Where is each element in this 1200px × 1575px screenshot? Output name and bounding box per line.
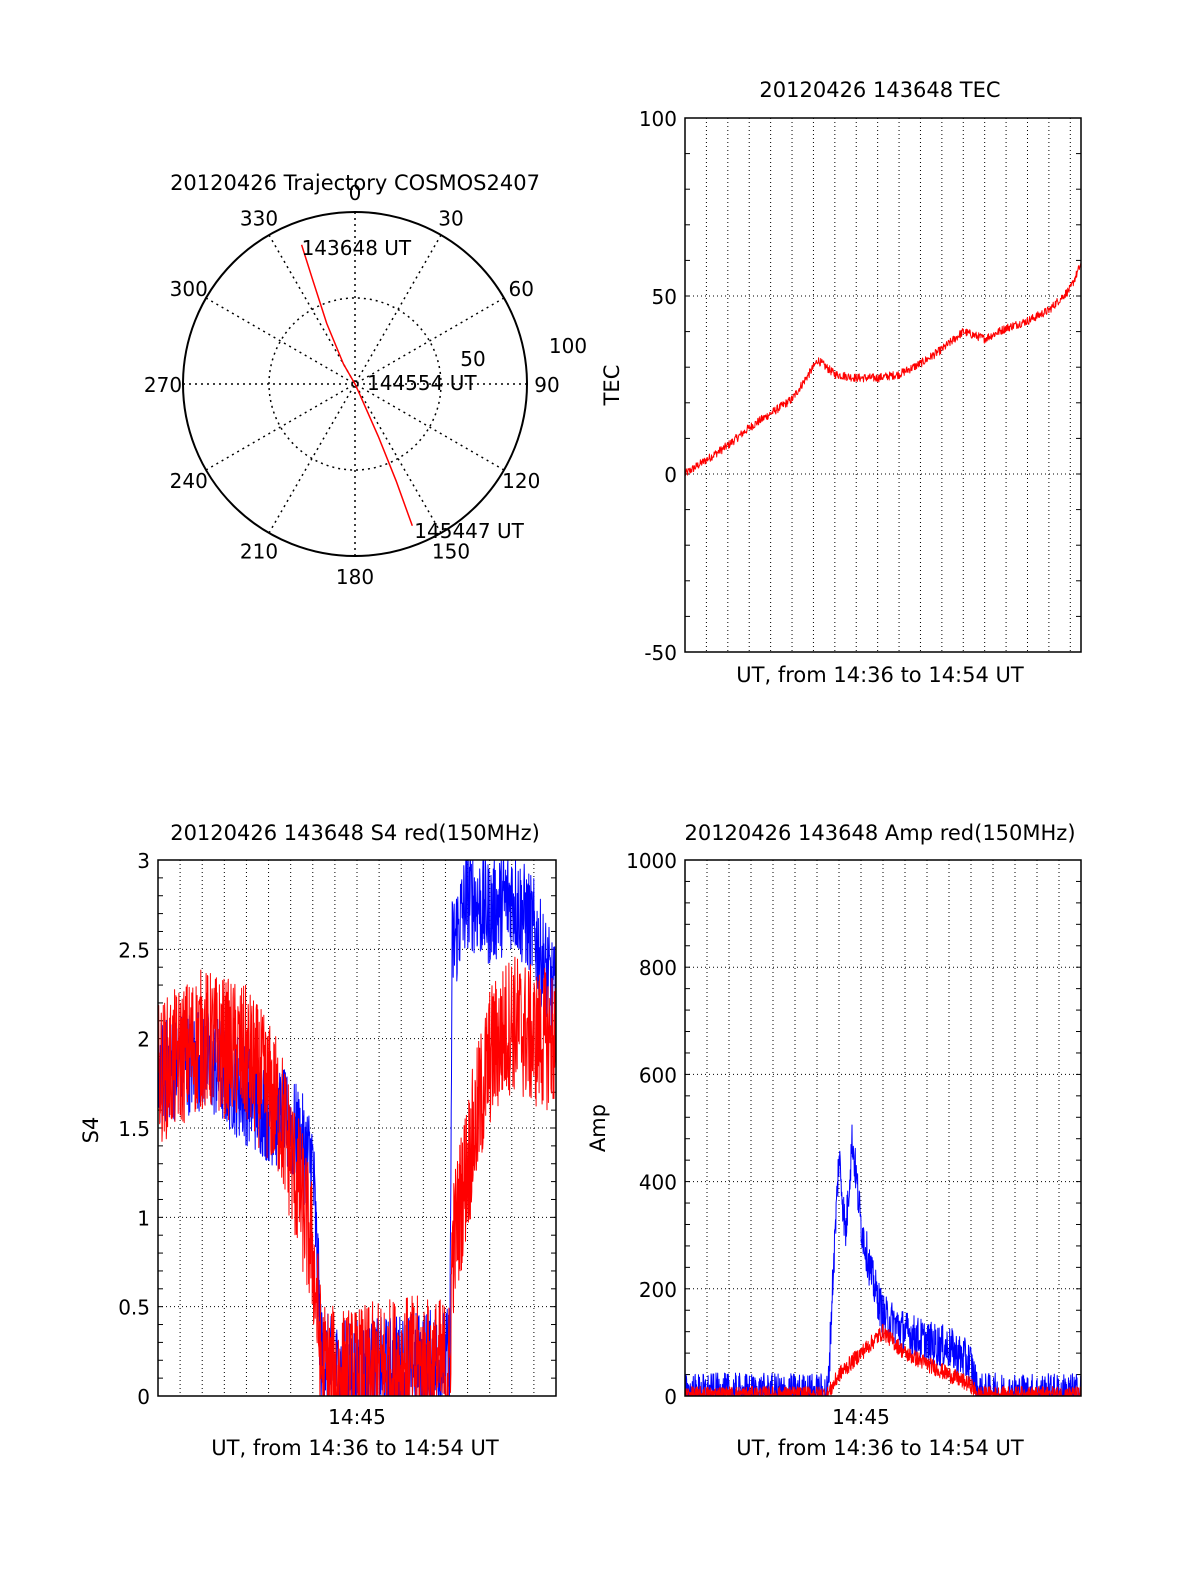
amp-xlabel: UT, from 14:36 to 14:54 UT	[736, 1436, 1024, 1460]
polar-angle-label: 270	[144, 373, 182, 397]
tec-ylabel: TEC	[600, 365, 624, 407]
y-tick-label: -50	[644, 641, 677, 665]
x-tick-label: 14:45	[328, 1405, 386, 1429]
plot-frame	[684, 117, 1082, 653]
y-tick-label: 1	[137, 1206, 150, 1230]
polar-trajectory-panel: 20120426 Trajectory COSMOS2407 0 30 60 90 12…	[144, 171, 587, 589]
y-tick-label: 600	[639, 1063, 677, 1087]
plot-frame	[157, 859, 557, 1397]
polar-angle-label: 330	[240, 207, 278, 231]
y-tick-label: 2	[137, 1028, 150, 1052]
y-tick-label: 100	[639, 107, 677, 131]
polar-radius-label: 100	[549, 334, 587, 358]
y-tick-label: 50	[652, 285, 677, 309]
polar-title: 20120426 Trajectory COSMOS2407	[170, 171, 540, 195]
x-tick-label: 14:45	[832, 1405, 890, 1429]
polar-angle-label: 300	[170, 277, 208, 301]
tec-xlabel: UT, from 14:36 to 14:54 UT	[736, 663, 1024, 687]
s4-plot-area: 0 0.5 1 1.5 2 2.5 3 14:45	[118, 849, 557, 1429]
s4-xlabel: UT, from 14:36 to 14:54 UT	[211, 1436, 499, 1460]
y-tick-label: 400	[639, 1171, 677, 1195]
y-tick-label: 0	[664, 463, 677, 487]
amp-ylabel: Amp	[586, 1104, 610, 1152]
y-tick-label: 800	[639, 956, 677, 980]
amp-panel: 20120426 143648 Amp red(150MHz) UT, from…	[586, 821, 1082, 1460]
polar-angle-label: 30	[438, 207, 463, 231]
polar-angle-labels: 0 30 60 90 120 150 180 210 240 270 300 330 50 100	[144, 181, 587, 589]
y-tick-label: 2.5	[118, 938, 150, 962]
y-tick-label: 0.5	[118, 1296, 150, 1320]
polar-angle-label: 120	[502, 469, 540, 493]
y-tick-label: 1000	[626, 849, 677, 873]
tec-panel: 20120426 143648 TEC UT, from 14:36 to 14…	[600, 78, 1082, 687]
polar-angle-label: 180	[336, 565, 374, 589]
polar-time-annotation: 145447 UT	[414, 519, 524, 543]
polar-time-annotation: 144554 UT	[367, 371, 477, 395]
tec-title: 20120426 143648 TEC	[759, 78, 1000, 102]
amp-title: 20120426 143648 Amp red(150MHz)	[684, 821, 1075, 845]
y-tick-label: 3	[137, 849, 150, 873]
polar-series-group	[300, 244, 414, 527]
tec-plot-area: -50 0 50 100	[639, 107, 1082, 665]
y-tick-label: 200	[639, 1278, 677, 1302]
amp-plot-area: 0 200 400 600 800 1000 14:45	[626, 849, 1082, 1429]
polar-angle-label: 60	[509, 277, 534, 301]
polar-angle-label: 90	[534, 373, 559, 397]
y-tick-label: 0	[137, 1385, 150, 1409]
series-line	[684, 262, 1082, 476]
polar-time-annotation: 143648 UT	[302, 236, 412, 260]
polar-angle-label: 150	[432, 539, 470, 563]
polar-grid	[182, 211, 528, 557]
y-tick-label: 1.5	[118, 1117, 150, 1141]
s4-panel: 20120426 143648 S4 red(150MHz) UT, from …	[79, 821, 557, 1460]
polar-radius-label: 50	[460, 347, 485, 371]
polar-angle-label: 210	[240, 539, 278, 563]
polar-annotations: 143648 UT 144554 UT 145447 UT	[302, 236, 525, 543]
polar-trajectory-line	[300, 244, 414, 527]
s4-ylabel: S4	[79, 1117, 103, 1144]
polar-angle-label: 240	[170, 469, 208, 493]
plot-frame	[684, 859, 1082, 1397]
polar-angle-label: 0	[349, 181, 362, 205]
s4-title: 20120426 143648 S4 red(150MHz)	[170, 821, 540, 845]
y-tick-label: 0	[664, 1385, 677, 1409]
